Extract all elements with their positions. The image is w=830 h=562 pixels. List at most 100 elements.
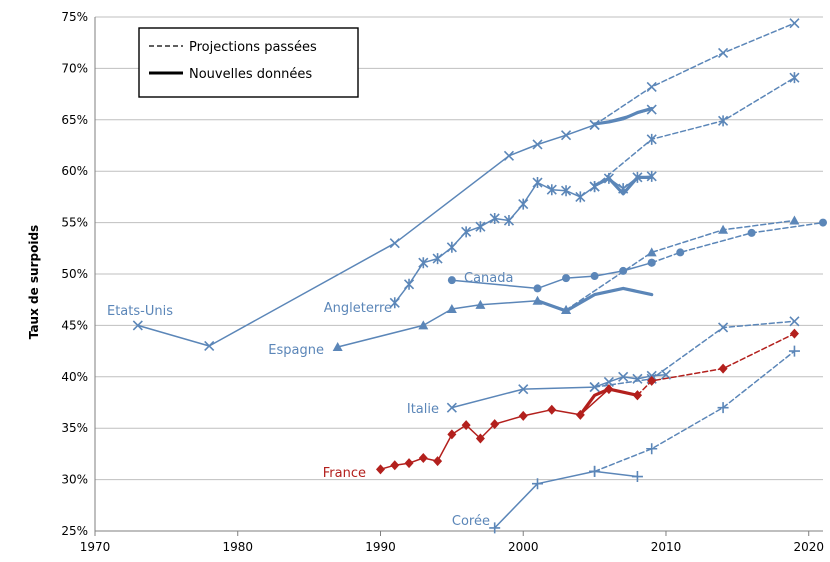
data-point-angleterre xyxy=(432,253,443,265)
y-tick-label: 30% xyxy=(61,473,88,487)
data-point-angleterre xyxy=(646,133,657,145)
data-point-italie xyxy=(789,316,800,327)
series-coree xyxy=(489,345,800,534)
data-point-angleterre xyxy=(546,184,557,196)
data-point-espagne xyxy=(789,215,800,225)
x-tick-label: 2010 xyxy=(651,540,682,554)
series-france xyxy=(375,328,799,475)
x-tick-label: 2000 xyxy=(508,540,539,554)
data-point-coree xyxy=(646,443,658,455)
data-point-etats-unis xyxy=(789,18,800,29)
data-point-italie xyxy=(603,376,614,388)
data-point-france xyxy=(575,409,585,420)
series-line-espagne-dashed xyxy=(565,219,796,311)
series-label-coree: Corée xyxy=(452,514,490,529)
data-point-espagne xyxy=(718,224,729,234)
series-label-canada: Canada xyxy=(464,271,513,286)
series-line-angleterre-dashed xyxy=(593,76,796,188)
data-point-angleterre xyxy=(389,297,400,309)
data-point-angleterre xyxy=(618,183,629,195)
series-line-italie-solid xyxy=(451,373,667,409)
data-point-italie xyxy=(646,370,657,381)
data-point-france xyxy=(490,419,500,430)
data-point-angleterre xyxy=(575,191,586,203)
y-axis-title: Taux de surpoids xyxy=(27,225,41,339)
series-line-canada-solid xyxy=(451,261,653,290)
data-point-coree xyxy=(631,471,643,483)
data-point-italie xyxy=(446,402,457,413)
data-point-canada xyxy=(647,258,656,267)
data-point-italie xyxy=(718,322,729,333)
data-point-angleterre xyxy=(503,215,515,227)
data-point-france xyxy=(404,458,414,469)
series-line-canada-dashed xyxy=(650,221,824,264)
series-label-italie: Italie xyxy=(407,402,439,417)
series-line-coree-solid xyxy=(493,470,639,529)
data-point-etats-unis xyxy=(532,139,543,150)
data-point-angleterre xyxy=(489,212,500,224)
x-tick-label: 1990 xyxy=(365,540,396,554)
data-point-france xyxy=(433,456,443,467)
axes: 25% 30% 35% 40% 45% 50% 55% 60% 65% 70% 75% 1970 198… xyxy=(61,10,824,554)
data-point-etats-unis xyxy=(560,130,572,141)
data-point-etats-unis xyxy=(204,340,215,352)
data-point-angleterre xyxy=(589,181,600,193)
data-point-espagne xyxy=(475,299,486,309)
y-tick-label: 25% xyxy=(61,524,88,538)
data-point-angleterre xyxy=(632,171,643,183)
series-line-etats-unis-dashed xyxy=(593,22,796,126)
data-point-angleterre xyxy=(603,172,614,184)
data-point-coree xyxy=(489,522,501,534)
data-point-angleterre xyxy=(518,198,529,210)
data-point-espagne xyxy=(561,304,572,314)
x-tick-label: 2020 xyxy=(793,540,824,554)
series-etats-unis xyxy=(132,18,800,352)
data-point-canada xyxy=(819,218,827,227)
data-point-italie xyxy=(632,373,643,384)
data-point-coree xyxy=(788,345,800,357)
series-line-italie-dashed xyxy=(593,320,796,388)
data-point-canada xyxy=(747,228,756,237)
series-line-france-dashed xyxy=(636,332,796,397)
data-point-angleterre xyxy=(461,226,472,238)
y-tick-label: 70% xyxy=(61,61,88,75)
data-point-canada xyxy=(562,274,571,283)
data-point-coree xyxy=(532,478,544,490)
data-point-france xyxy=(390,460,400,471)
series-line-angleterre-solid xyxy=(394,175,653,304)
data-point-france xyxy=(418,453,428,464)
data-point-france xyxy=(547,404,557,415)
data-point-france xyxy=(447,429,457,440)
data-point-angleterre xyxy=(646,170,657,182)
data-point-etats-unis xyxy=(646,81,657,92)
data-point-france xyxy=(718,363,728,374)
data-point-espagne xyxy=(532,295,543,305)
data-point-italie xyxy=(660,369,672,380)
data-point-angleterre xyxy=(418,257,429,269)
y-tick-label: 55% xyxy=(61,216,88,230)
legend-label-projections: Projections passées xyxy=(189,40,317,55)
y-tick-label: 60% xyxy=(61,164,88,178)
data-point-espagne xyxy=(446,303,457,313)
series-labels: Etats-Unis Angleterre Canada Espagne Italie F… xyxy=(107,271,513,529)
legend-box xyxy=(138,27,359,98)
gridlines xyxy=(95,16,823,532)
series-label-angleterre: Angleterre xyxy=(324,301,392,316)
legend: Projections passées Nouvelles données xyxy=(138,27,359,98)
data-point-etats-unis xyxy=(132,320,143,331)
series-line-coree-dashed xyxy=(593,350,796,473)
y-tick-label: 45% xyxy=(61,318,88,332)
data-point-etats-unis xyxy=(589,119,600,131)
series-espagne xyxy=(332,215,800,351)
series-label-france: France xyxy=(323,466,366,481)
data-point-angleterre xyxy=(403,278,415,290)
data-point-espagne xyxy=(332,341,343,351)
y-tick-label: 40% xyxy=(61,370,88,384)
series-group xyxy=(132,18,827,534)
data-point-espagne xyxy=(646,247,657,257)
data-point-france xyxy=(647,375,657,386)
y-tick-label: 75% xyxy=(61,10,88,24)
data-point-france xyxy=(789,328,799,339)
data-point-angleterre xyxy=(532,177,543,189)
